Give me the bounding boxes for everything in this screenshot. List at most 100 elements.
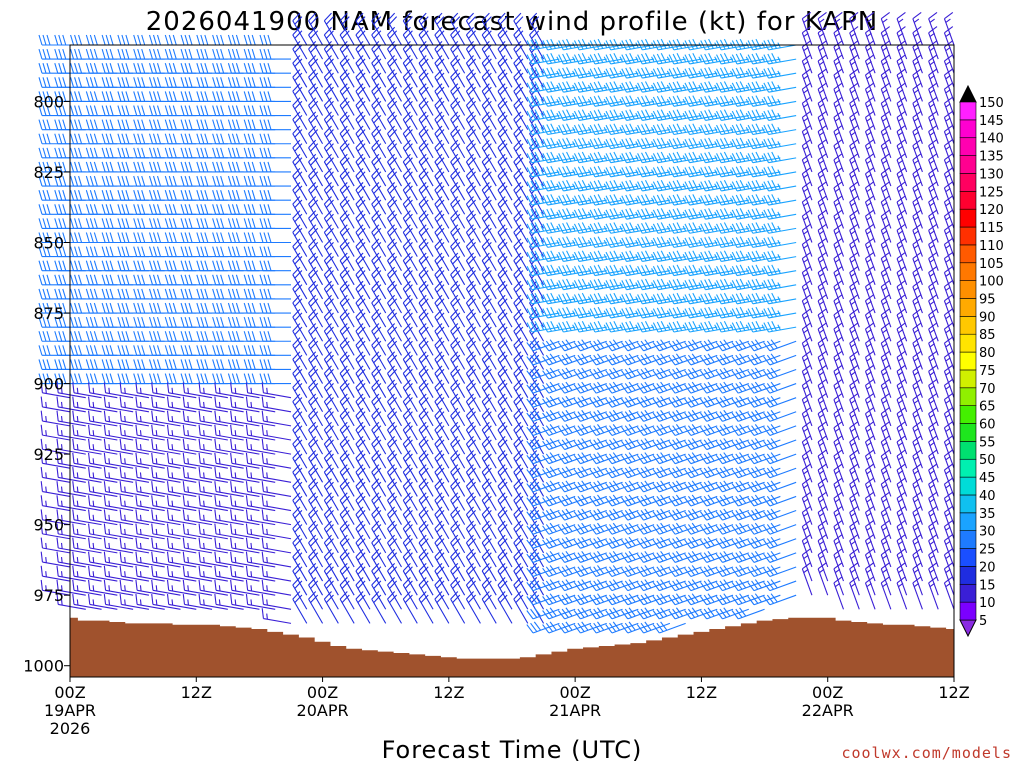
barb-feather — [117, 175, 122, 187]
barb-feather — [78, 260, 83, 271]
barb-staff — [137, 589, 165, 596]
wind-barb — [40, 481, 71, 497]
barb-feather — [105, 119, 110, 130]
barb-feather — [148, 260, 154, 271]
barb-feather — [76, 542, 79, 549]
barb-feather — [250, 415, 253, 422]
barb-feather — [58, 175, 63, 187]
barb-feather — [119, 593, 122, 605]
wind-barb — [103, 382, 134, 399]
barb-feather — [45, 557, 47, 563]
barb-feather — [105, 246, 110, 257]
barb-feather — [42, 316, 47, 328]
barb-feather — [151, 382, 154, 393]
wind-barb — [119, 424, 150, 441]
barb-feather — [76, 528, 79, 535]
barb-feather — [88, 467, 91, 478]
barb-feather — [109, 48, 114, 60]
barb-staff — [152, 406, 181, 413]
wind-barb — [135, 467, 165, 483]
barb-staff — [121, 505, 150, 512]
barb-feather — [105, 63, 110, 74]
wind-barb — [72, 438, 102, 455]
barb-feather — [121, 260, 126, 271]
wind-barb — [56, 424, 86, 441]
barb-feather — [250, 514, 253, 521]
barb-feather — [133, 175, 138, 187]
barb-feather — [139, 542, 142, 549]
barb-feather — [42, 218, 47, 229]
barb-feather — [46, 260, 51, 271]
barb-feather — [135, 593, 138, 605]
barb-feather — [46, 105, 51, 116]
barb-staff — [137, 561, 165, 568]
wind-barb — [103, 424, 134, 441]
barb-staff — [121, 603, 150, 610]
barb-feather — [155, 514, 158, 521]
barb-feather — [76, 415, 79, 422]
barb-feather — [101, 204, 106, 215]
barb-feather — [218, 458, 221, 465]
barb-feather — [89, 274, 94, 285]
barb-feather — [148, 204, 154, 215]
barb-feather — [151, 396, 154, 407]
wind-barb — [72, 410, 102, 427]
barb-feather — [89, 105, 94, 116]
barb-feather — [109, 161, 114, 173]
barb-feather — [121, 218, 126, 229]
barb-feather — [109, 218, 114, 229]
barb-feather — [266, 401, 268, 408]
barb-feather — [58, 48, 63, 60]
barb-feather — [117, 77, 122, 88]
barb-staff — [89, 561, 118, 568]
barb-feather — [117, 302, 122, 314]
wind-barb — [88, 452, 118, 469]
barb-staff — [105, 533, 134, 540]
barb-feather — [109, 105, 114, 116]
barb-feather — [171, 430, 174, 436]
wind-barb — [40, 438, 71, 455]
barb-feather — [38, 63, 43, 74]
barb-feather — [133, 161, 138, 173]
barb-staff — [73, 420, 102, 427]
barb-feather — [93, 302, 98, 314]
barb-feather — [125, 48, 130, 60]
barb-feather — [156, 331, 162, 342]
barb-feather — [93, 316, 98, 328]
barb-feather — [119, 438, 122, 450]
wind-barb — [135, 565, 165, 582]
barb-feather — [124, 401, 126, 408]
wind-barb — [40, 467, 71, 483]
barb-feather — [155, 387, 158, 394]
wind-barb — [88, 438, 118, 455]
barb-feather — [88, 537, 91, 549]
barb-feather — [58, 331, 63, 342]
barb-feather — [70, 77, 75, 88]
wind-barb — [133, 359, 165, 371]
barb-feather — [124, 458, 126, 465]
barb-feather — [109, 302, 114, 314]
wind-barb — [56, 410, 86, 427]
barb-feather — [125, 204, 130, 215]
barb-feather — [62, 218, 67, 229]
barb-feather — [46, 345, 51, 356]
barb-feather — [137, 359, 142, 370]
barb-feather — [38, 190, 43, 201]
barb-feather — [109, 119, 114, 130]
barb-feather — [151, 424, 154, 436]
barb-feather — [109, 91, 114, 102]
barb-feather — [152, 218, 158, 229]
barb-feather — [108, 430, 111, 436]
barb-feather — [109, 316, 114, 328]
barb-feather — [45, 444, 47, 450]
barb-feather — [60, 542, 63, 549]
barb-feather — [38, 274, 43, 285]
wind-barb — [88, 537, 118, 554]
barb-feather — [141, 91, 146, 102]
wind-barb — [40, 495, 71, 512]
barb-feather — [124, 585, 126, 592]
barb-feather — [40, 579, 43, 591]
barb-feather — [234, 500, 237, 507]
barb-feather — [139, 444, 142, 450]
barb-feather — [56, 467, 59, 478]
